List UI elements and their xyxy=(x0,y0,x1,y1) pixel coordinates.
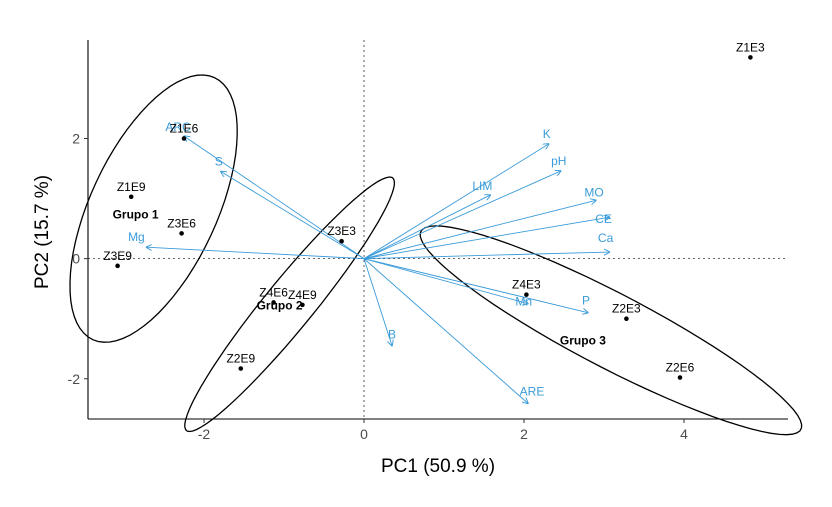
score-point xyxy=(271,300,276,305)
score-point xyxy=(115,263,120,269)
group-ellipse xyxy=(69,74,238,343)
variable-label: MO xyxy=(584,185,603,199)
y-tick-label: -2 xyxy=(68,371,81,387)
loading-vector xyxy=(363,200,596,260)
variable-label: pH xyxy=(551,154,566,168)
loading-vector xyxy=(363,258,588,313)
score-point xyxy=(624,316,629,321)
loading-vector xyxy=(363,258,528,404)
variable-label: Ca xyxy=(598,231,614,245)
score-point xyxy=(524,292,529,297)
variable-label: CE xyxy=(595,212,612,226)
point-label: Z3E6 xyxy=(167,216,196,230)
variable-label: P xyxy=(582,294,590,308)
y-tick-label: 2 xyxy=(72,131,80,147)
group-label: Grupo 2 xyxy=(257,298,303,312)
variable-label: LIM xyxy=(472,179,492,193)
loading-vector xyxy=(363,252,610,260)
loading-vector xyxy=(221,172,365,260)
variable-label: S xyxy=(215,155,223,169)
x-axis-title: PC1 (50.9 %) xyxy=(381,456,495,477)
loading-vector xyxy=(363,171,561,260)
point-label: Z1E9 xyxy=(117,180,146,194)
point-label: Z4E9 xyxy=(288,288,317,302)
point-label: Z2E3 xyxy=(612,302,641,316)
group-ellipse xyxy=(184,176,396,433)
score-point xyxy=(179,231,184,236)
variable-label: B xyxy=(388,328,396,342)
point-label: Z1E6 xyxy=(170,122,199,136)
score-point xyxy=(238,366,244,371)
point-label: Z4E3 xyxy=(512,278,541,292)
point-label: Z1E3 xyxy=(736,40,765,54)
score-point xyxy=(677,375,683,380)
variable-label: Mg xyxy=(128,230,145,244)
variable-label: ARE xyxy=(520,384,545,398)
x-tick-label: 4 xyxy=(680,426,688,442)
score-point xyxy=(181,136,187,141)
y-tick-label: 0 xyxy=(72,251,80,267)
point-label: Z3E9 xyxy=(103,249,132,263)
loading-vector xyxy=(363,195,490,260)
score-point xyxy=(128,194,134,200)
x-tick-label: 2 xyxy=(520,426,528,442)
point-label: Z3E3 xyxy=(327,224,356,238)
variable-label: K xyxy=(543,127,551,141)
point-label: Z2E9 xyxy=(226,352,255,366)
loading-vector xyxy=(363,144,549,260)
score-point xyxy=(748,55,753,60)
group-label: Grupo 1 xyxy=(113,208,159,222)
y-axis-title: PC2 (15.7 %) xyxy=(32,175,53,289)
loading-vector xyxy=(363,258,392,346)
loading-vector xyxy=(184,136,365,260)
group-label: Grupo 3 xyxy=(560,333,606,347)
group-ellipse xyxy=(419,225,803,436)
x-tick-label: -2 xyxy=(198,426,211,442)
variable-label: ARC xyxy=(165,120,191,134)
score-point xyxy=(339,238,344,244)
x-tick-label: 0 xyxy=(360,426,368,442)
loading-vector xyxy=(146,247,365,260)
loading-vector xyxy=(363,258,528,304)
score-point xyxy=(300,302,305,308)
point-label: Z2E6 xyxy=(666,361,695,375)
loading-vector xyxy=(363,217,610,260)
point-label: Z4E6 xyxy=(259,285,288,299)
